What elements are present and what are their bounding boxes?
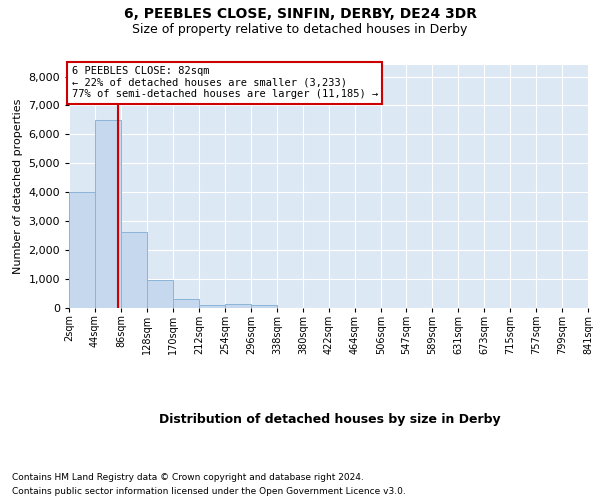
Text: 6 PEEBLES CLOSE: 82sqm
← 22% of detached houses are smaller (3,233)
77% of semi-: 6 PEEBLES CLOSE: 82sqm ← 22% of detached… [71,66,378,100]
Y-axis label: Number of detached properties: Number of detached properties [13,98,23,274]
Text: 6, PEEBLES CLOSE, SINFIN, DERBY, DE24 3DR: 6, PEEBLES CLOSE, SINFIN, DERBY, DE24 3D… [124,8,476,22]
Bar [251,305,277,308]
Text: Distribution of detached houses by size in Derby: Distribution of detached houses by size … [159,412,501,426]
Text: Contains HM Land Registry data © Crown copyright and database right 2024.: Contains HM Land Registry data © Crown c… [12,472,364,482]
Text: Contains public sector information licensed under the Open Government Licence v3: Contains public sector information licen… [12,486,406,496]
Bar [121,232,147,308]
Bar [69,192,95,308]
Text: Size of property relative to detached houses in Derby: Size of property relative to detached ho… [133,22,467,36]
Bar [95,120,121,308]
Bar [199,304,225,308]
Bar [147,280,173,307]
Bar [225,304,251,308]
Bar [173,299,199,308]
